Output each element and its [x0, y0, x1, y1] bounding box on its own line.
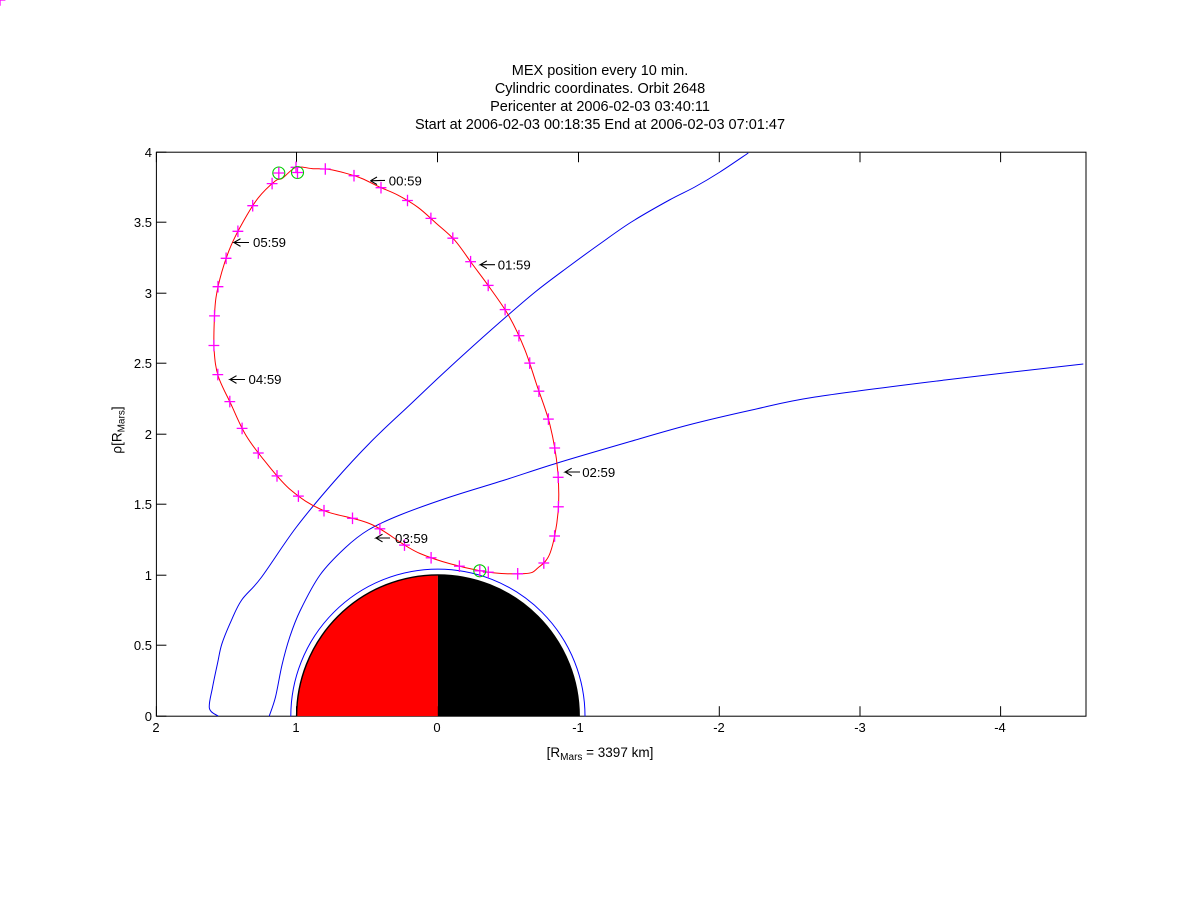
- svg-text:03:59: 03:59: [395, 531, 428, 546]
- svg-text:00:59: 00:59: [389, 174, 422, 189]
- svg-text:05:59: 05:59: [253, 235, 286, 250]
- svg-text:04:59: 04:59: [249, 372, 282, 387]
- svg-text:01:59: 01:59: [498, 257, 531, 272]
- svg-text:02:59: 02:59: [582, 465, 615, 480]
